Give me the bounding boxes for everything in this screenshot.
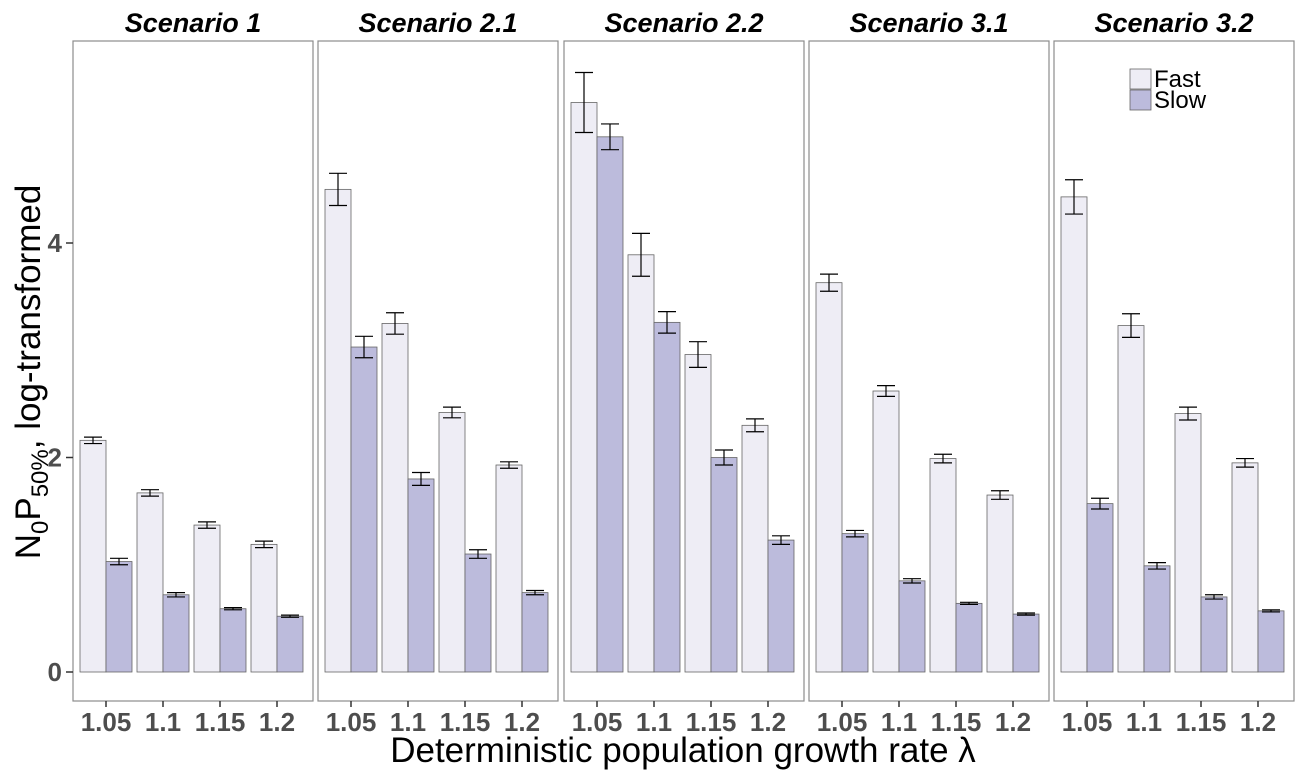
x-tick-label: 1.2 [259,707,295,737]
x-tick-label: 1.05 [572,707,623,737]
y-tick-label: 4 [48,228,63,258]
bar-fast [929,458,957,673]
bar-fast [136,492,164,673]
facet-panel: Scenario 2.2 1.05 1.1 1.15 1.2 [563,8,805,737]
x-tick-label: 1.05 [817,707,868,737]
bar-fast [1231,462,1259,673]
y-axis-title: N0P50%, log-transformed [9,185,54,560]
bar-fast [986,494,1014,673]
panel-title: Scenario 2.1 [358,8,517,38]
bar-fast [438,412,466,673]
y-tick-label: 0 [48,657,62,687]
facet-panel: Scenario 1 1.05 1.1 1.15 1.2 [72,8,314,737]
y-axis: 0 2 4 [48,228,73,687]
bar-slow [1143,565,1171,673]
bar-fast [1174,413,1202,673]
bar-fast [79,439,107,673]
bar-slow [1200,596,1228,673]
bar-slow [219,608,247,673]
x-axis-title: Deterministic population growth rate λ [390,731,976,770]
legend-swatch-fast [1129,68,1152,90]
x-tick-label: 1.1 [390,707,426,737]
bar-fast [193,524,221,673]
x-tick-label: 1.15 [686,707,737,737]
bar-slow [710,457,738,673]
y-axis-title-sub50: 50% [27,449,54,497]
x-tick-label: 1.15 [931,707,982,737]
bar-slow [841,533,869,673]
bar-slow [898,580,926,673]
x-tick-label: 1.05 [1062,707,1113,737]
bar-slow [1086,503,1114,673]
x-tick-label: 1.15 [440,707,491,737]
x-tick-label: 1.2 [995,707,1031,737]
y-axis-title-p: P [9,497,48,520]
x-tick-label: 1.2 [1240,707,1276,737]
bar-slow [1257,610,1285,673]
bar-fast [250,543,278,673]
panels-group: Scenario 1 1.05 1.1 1.15 1.2 Scenario 2.1 1.05… [72,8,1295,737]
bar-slow [767,539,795,673]
y-axis-title-n: N [9,534,48,559]
y-tick-label: 2 [48,443,62,473]
y-axis-title-sub0: 0 [27,521,54,534]
bar-fast [324,188,352,673]
legend-swatch-slow [1129,89,1152,111]
bar-fast [1060,196,1088,673]
panel-title: Scenario 3.1 [849,8,1008,38]
x-tick-label: 1.2 [504,707,540,737]
x-tick-label: 1.15 [1176,707,1227,737]
bar-slow [955,602,983,673]
bar-fast [872,390,900,673]
bar-fast [627,254,655,673]
x-tick-label: 1.15 [195,707,246,737]
bar-slow [653,321,681,673]
bar-slow [276,615,304,673]
bar-fast [570,102,598,673]
x-tick-label: 1.1 [881,707,917,737]
y-axis-title-rest: , log-transformed [9,185,48,450]
bar-slow [521,592,549,673]
bar-fast [381,323,409,673]
facet-panel: Scenario 2.1 1.05 1.1 1.15 1.2 [317,8,559,737]
x-tick-label: 1.05 [326,707,377,737]
facet-panel: Scenario 3.2 1.05 1.1 1.15 1.2 [1053,8,1295,737]
legend-label-fast: Fast [1154,66,1201,93]
bar-fast [741,424,769,673]
bar-slow [162,594,190,673]
x-tick-label: 1.1 [1126,707,1162,737]
bar-slow [105,561,133,673]
legend-label-slow: Slow [1154,87,1207,114]
bar-fast [495,464,523,673]
panel-title: Scenario 2.2 [604,8,763,38]
bar-fast [684,354,712,673]
panel-title: Scenario 3.2 [1094,8,1253,38]
bar-slow [407,478,435,673]
facet-panel: Scenario 3.1 1.05 1.1 1.15 1.2 [808,8,1050,737]
bar-slow [1012,613,1040,673]
bar-slow [350,346,378,673]
x-tick-label: 1.1 [145,707,181,737]
bar-fast [1117,325,1145,673]
bar-slow [596,136,624,673]
x-tick-label: 1.1 [636,707,672,737]
x-tick-label: 1.2 [750,707,786,737]
bar-fast [815,282,843,673]
x-tick-label: 1.05 [81,707,132,737]
panel-title: Scenario 1 [125,8,262,38]
bar-slow [464,553,492,673]
